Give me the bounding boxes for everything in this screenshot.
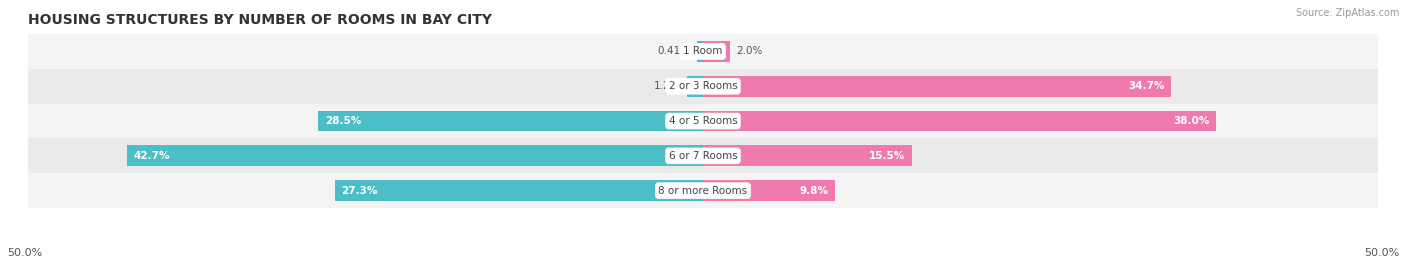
Bar <box>28 34 1378 69</box>
Bar <box>127 146 703 166</box>
Text: HOUSING STRUCTURES BY NUMBER OF ROOMS IN BAY CITY: HOUSING STRUCTURES BY NUMBER OF ROOMS IN… <box>28 13 492 27</box>
Text: 27.3%: 27.3% <box>342 186 378 196</box>
Text: 28.5%: 28.5% <box>325 116 361 126</box>
Text: 2 or 3 Rooms: 2 or 3 Rooms <box>669 81 737 91</box>
Text: 1 Room: 1 Room <box>683 47 723 56</box>
Bar <box>28 104 1378 139</box>
Bar <box>28 69 1378 104</box>
Text: 6 or 7 Rooms: 6 or 7 Rooms <box>669 151 737 161</box>
Bar <box>703 111 1216 132</box>
Text: 8 or more Rooms: 8 or more Rooms <box>658 186 748 196</box>
Bar <box>697 41 703 62</box>
Bar <box>703 180 835 201</box>
Text: 1.2%: 1.2% <box>654 81 681 91</box>
Bar <box>28 173 1378 208</box>
Text: 50.0%: 50.0% <box>7 248 42 258</box>
Text: Source: ZipAtlas.com: Source: ZipAtlas.com <box>1295 8 1399 18</box>
Text: 38.0%: 38.0% <box>1173 116 1209 126</box>
Bar <box>686 76 703 97</box>
Text: 2.0%: 2.0% <box>737 47 763 56</box>
Text: 42.7%: 42.7% <box>134 151 170 161</box>
Bar <box>28 139 1378 173</box>
Bar <box>703 76 1171 97</box>
Bar <box>703 146 912 166</box>
Text: 50.0%: 50.0% <box>1364 248 1399 258</box>
Text: 0.41%: 0.41% <box>658 47 690 56</box>
Bar <box>335 180 703 201</box>
Bar <box>318 111 703 132</box>
Bar <box>703 41 730 62</box>
Text: 15.5%: 15.5% <box>869 151 905 161</box>
Text: 9.8%: 9.8% <box>800 186 828 196</box>
Text: 4 or 5 Rooms: 4 or 5 Rooms <box>669 116 737 126</box>
Text: 34.7%: 34.7% <box>1128 81 1164 91</box>
